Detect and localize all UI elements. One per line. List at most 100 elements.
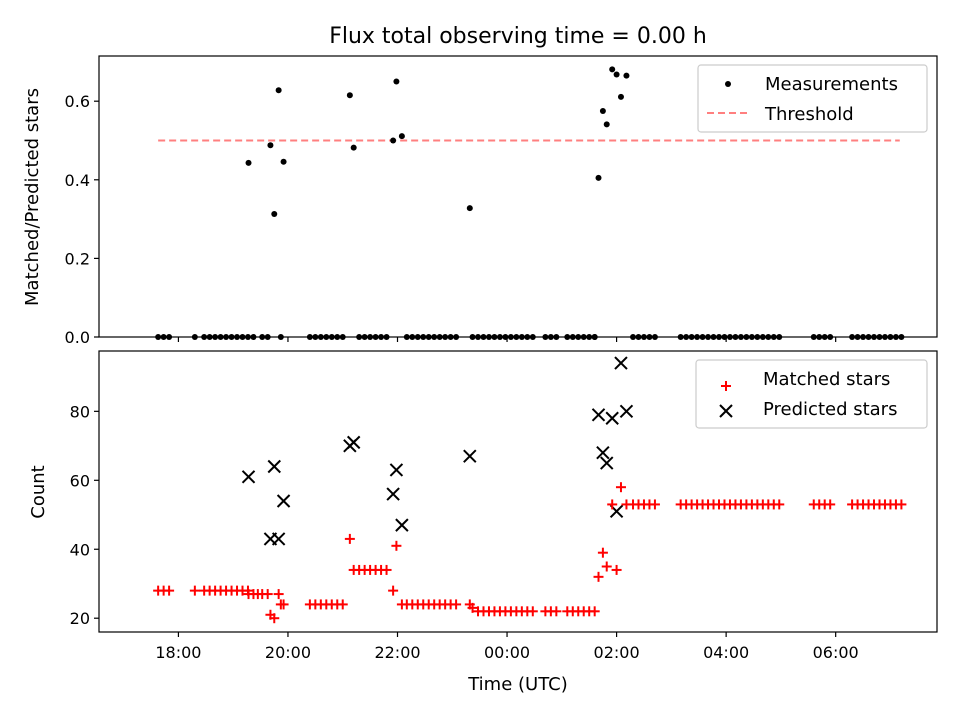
top-legend-box [697, 64, 928, 133]
predicted-star-stroke [596, 446, 610, 460]
matched-star-point [774, 499, 785, 510]
matched-star-point [243, 589, 254, 600]
predicted-star-stroke [619, 404, 634, 419]
measurement-point [346, 92, 353, 99]
matched-star-point [621, 499, 632, 510]
measurement-point [398, 133, 405, 140]
measurement-point [390, 137, 397, 144]
matched-star-point [611, 564, 622, 575]
matched-star-point [344, 533, 355, 544]
predicted-star-point [591, 408, 606, 422]
matched-star-point [615, 482, 626, 493]
predicted-star-point [271, 532, 286, 546]
measurement-point [623, 72, 630, 79]
matched-star-point [337, 599, 348, 610]
x-axis-label: Time (UTC) [467, 674, 568, 695]
x-tick-label: 18:00 [155, 643, 201, 662]
predicted-star-point [614, 356, 628, 370]
predicted-star-stroke [346, 435, 361, 450]
x-tick-label: 04:00 [703, 643, 749, 662]
legend-label-threshold: Threshold [764, 104, 854, 125]
chart-title: Flux total observing time = 0.00 h [329, 24, 707, 49]
legend-label-measurements: Measurements [765, 74, 898, 95]
x-tick-label: 00:00 [484, 643, 530, 662]
predicted-star-point [619, 404, 634, 419]
x-tick-label: 06:00 [813, 643, 859, 662]
legend-marker-matched [721, 381, 731, 391]
legend-marker-predicted [719, 404, 733, 418]
top-axes-frame [98, 55, 938, 338]
measurement-point [599, 108, 606, 115]
predicted-star-stroke [271, 532, 286, 546]
measurement-point [280, 158, 287, 165]
matched-star-point [527, 606, 538, 617]
predicted-star-stroke [395, 518, 409, 532]
matched-star-point [278, 599, 289, 610]
measurement-point [393, 78, 400, 85]
matched-star-point [593, 571, 604, 582]
predicted-star-point [389, 463, 404, 477]
matched-star-point [262, 589, 273, 600]
matched-star-point [273, 589, 284, 600]
predicted-star-point [386, 487, 400, 501]
bottom-y-tick-label: 80 [70, 402, 90, 421]
bottom-axes-frame [98, 350, 938, 633]
matched-star-point [381, 564, 392, 575]
top-legend: Measurements Threshold [697, 64, 928, 133]
matched-star-point [597, 547, 608, 558]
top-y-tick-label: 0.2 [65, 249, 90, 268]
predicted-star-point [600, 456, 614, 470]
matched-star-point [896, 499, 907, 510]
x-tick-label: 02:00 [594, 643, 640, 662]
predicted-star-stroke [609, 504, 624, 519]
predicted-star-point [241, 470, 256, 484]
measurement-point [245, 159, 252, 166]
measurement-point [603, 121, 610, 128]
bottom-x-axis: 18:00 20:00 22:00 00:00 02:00 04:00 06:00 [155, 632, 859, 662]
measurement-point [267, 142, 274, 149]
matched-star-point [649, 499, 660, 510]
predicted-star-stroke [386, 487, 400, 501]
predicted-star-stroke [241, 470, 256, 484]
matched-star-point [825, 499, 836, 510]
matched-star-point [164, 585, 175, 596]
bottom-panel: 20 40 60 80 18:00 20:00 22:00 00:00 02:00 04:00 0… [28, 350, 938, 695]
matched-star-point [464, 599, 475, 610]
top-y-tick-label: 0.4 [65, 171, 90, 190]
measurement-point [466, 205, 473, 212]
bottom-y-axis-label: Count [28, 465, 49, 518]
predicted-star-stroke [600, 456, 614, 470]
top-y-tick-label: 0.0 [65, 328, 90, 347]
matched-star-point [252, 589, 263, 600]
bottom-y-tick-label: 20 [70, 609, 90, 628]
predicted-star-point [395, 518, 409, 532]
measurement-point [350, 144, 357, 151]
matched-star-point [451, 599, 462, 610]
predicted-star-point [276, 494, 291, 508]
measurement-point [271, 210, 278, 217]
matched-star-point [607, 499, 618, 510]
legend-marker-measurements [725, 81, 731, 87]
matched-star-point [396, 599, 407, 610]
matched-star-point [601, 561, 612, 572]
bottom-plot-area [153, 356, 907, 624]
predicted-star-stroke [591, 408, 606, 422]
matched-star-point [269, 613, 280, 624]
bottom-y-tick-label: 40 [70, 540, 90, 559]
predicted-star-point [346, 435, 361, 450]
measurement-point [617, 93, 624, 100]
top-y-tick-label: 0.6 [65, 92, 90, 111]
measurement-point [609, 66, 616, 73]
top-x-ticks [177, 337, 837, 342]
predicted-star-stroke [614, 356, 628, 370]
top-y-axis: 0.0 0.2 0.4 0.6 [65, 92, 99, 347]
predicted-star-stroke [276, 494, 291, 508]
measurement-point [595, 174, 602, 181]
x-tick-label: 22:00 [374, 643, 420, 662]
predicted-star-point [605, 411, 619, 425]
matched-star-point [551, 606, 562, 617]
matched-star-point [388, 585, 399, 596]
bottom-legend-box [695, 359, 928, 429]
top-y-axis-label: Matched/Predicted stars [22, 88, 43, 306]
